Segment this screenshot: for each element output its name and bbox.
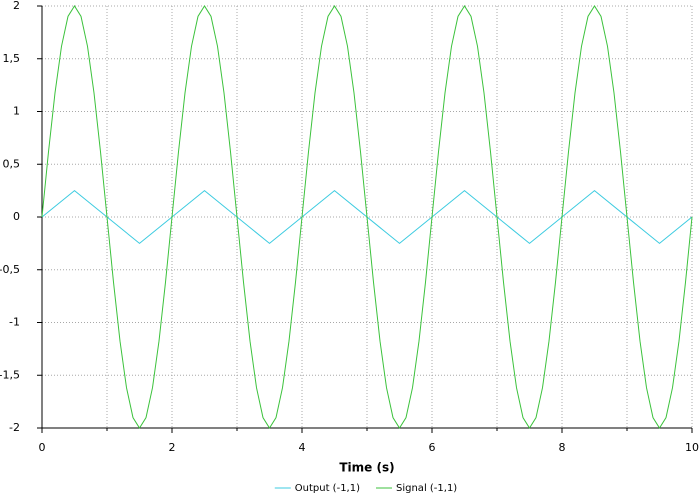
x-axis-label: Time (s)	[339, 461, 394, 475]
x-tick-label: 8	[559, 441, 566, 454]
y-tick-label: -1	[9, 316, 20, 329]
y-tick-label: -0,5	[0, 263, 20, 276]
x-tick-label: 6	[429, 441, 436, 454]
x-tick-label: 4	[299, 441, 306, 454]
y-tick-label: 0	[13, 210, 20, 223]
y-tick-label: -1,5	[0, 368, 20, 381]
y-tick-label: 1,5	[3, 52, 21, 65]
legend-label: Signal (-1,1)	[396, 483, 457, 494]
y-tick-label: 1	[13, 105, 20, 118]
x-tick-label: 10	[685, 441, 699, 454]
y-tick-label: -2	[9, 421, 20, 434]
x-tick-label: 0	[39, 441, 46, 454]
y-tick-label: 0,5	[3, 157, 21, 170]
y-tick-label: 2	[13, 0, 20, 12]
series-line	[41, 5, 693, 429]
legend-label: Output (-1,1)	[295, 483, 360, 494]
x-tick-label: 2	[169, 441, 176, 454]
